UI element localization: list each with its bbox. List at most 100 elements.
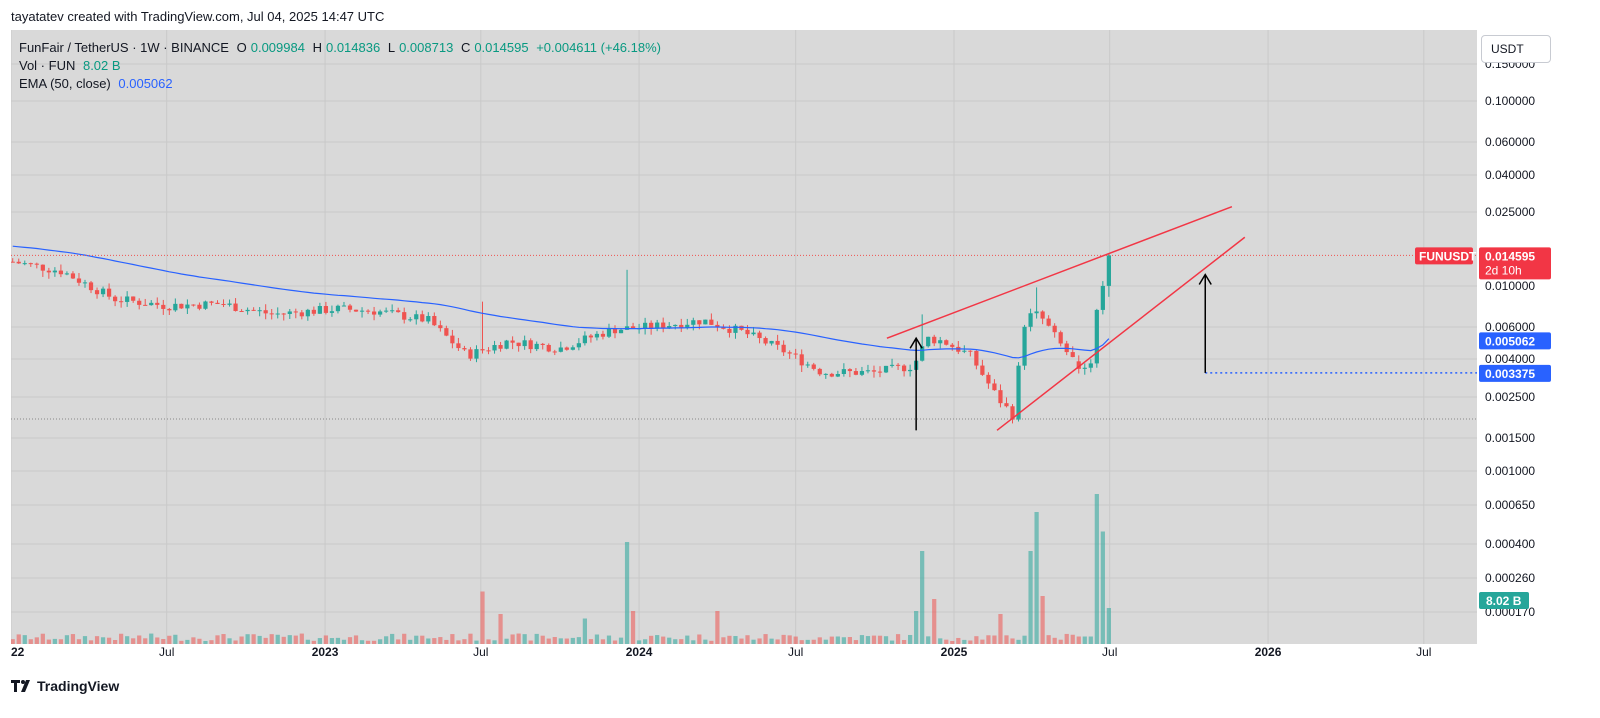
volume-bar: [817, 637, 822, 644]
candle-body: [763, 338, 768, 344]
candle-body: [11, 261, 15, 263]
volume-bar: [462, 639, 467, 644]
volume-bar: [835, 636, 840, 644]
candle-body: [293, 311, 298, 313]
candle-body: [895, 364, 901, 366]
volume-bar: [438, 637, 443, 644]
y-tick-label: 0.000650: [1485, 498, 1535, 512]
countdown-label: 2d 10h: [1485, 263, 1522, 277]
volume-bar: [793, 636, 798, 644]
chart-frame[interactable]: 0.150000 0.100000 0.060000 0.040000 0.025000…: [11, 30, 1589, 667]
volume-bar: [510, 634, 515, 644]
candle-body: [980, 365, 985, 375]
candle-body: [920, 346, 925, 361]
candle-body: [119, 301, 124, 303]
volume-bar: [823, 639, 828, 644]
candle-body: [612, 328, 618, 334]
currency-unit-button[interactable]: USDT: [1481, 35, 1551, 63]
candle-body: [805, 364, 810, 366]
legend-close: 0.014595: [474, 40, 529, 55]
volume-bar: [576, 637, 581, 644]
volume-bar: [94, 636, 100, 644]
volume-bar: [414, 635, 419, 644]
footer: TradingView: [0, 670, 1600, 718]
candle-body: [414, 314, 419, 320]
candle-body: [167, 308, 172, 311]
pattern-height-arrow-head: [909, 336, 923, 349]
volume-bar: [643, 639, 648, 644]
candle-body: [938, 340, 943, 344]
candle-body: [287, 311, 292, 314]
candle-body: [606, 328, 612, 337]
candle-body: [492, 345, 497, 351]
candle-body: [992, 383, 997, 391]
volume-bar: [1016, 639, 1021, 644]
volume-bar: [847, 637, 852, 644]
volume-bar: [179, 640, 184, 644]
volume-bar: [727, 635, 732, 644]
candle-body: [46, 270, 51, 273]
volume-bar: [655, 635, 660, 644]
volume-bar: [998, 614, 1003, 644]
candle-body: [667, 326, 672, 329]
candle-body: [305, 309, 310, 317]
volume-bar: [1106, 608, 1111, 644]
volume-bar: [1064, 633, 1069, 644]
volume-bar: [618, 637, 624, 644]
x-tick-label: 2022: [11, 645, 25, 659]
candle-body: [239, 311, 244, 313]
price-chart[interactable]: 0.1500000.1000000.0600000.0400000.025000…: [11, 30, 1589, 667]
volume-bar: [269, 634, 274, 644]
volume-bar: [70, 634, 76, 644]
candle-body: [359, 310, 365, 312]
candle-body: [257, 310, 262, 312]
candle-body: [40, 264, 45, 271]
volume-bar: [853, 640, 859, 644]
candle-body: [1010, 406, 1015, 420]
volume-bar: [763, 634, 768, 644]
candle-body: [649, 322, 654, 329]
volume-bar: [1070, 634, 1075, 644]
candle-body: [516, 342, 521, 347]
candle-body: [275, 313, 280, 315]
candle-body: [817, 368, 822, 375]
volume-bar: [1034, 512, 1039, 644]
volume-bar: [932, 599, 937, 644]
candle-body: [1052, 325, 1057, 333]
candle-body: [859, 371, 865, 375]
candle-body: [311, 309, 316, 314]
volume-bar: [28, 639, 33, 644]
volume-bar: [426, 638, 431, 644]
volume-bar: [552, 637, 557, 644]
candle-body: [299, 312, 304, 317]
volume-bar: [359, 640, 365, 644]
candle-body: [52, 270, 57, 273]
volume-bar: [1094, 494, 1099, 644]
candle-body: [847, 369, 852, 372]
author-credit: tayatatev created with TradingView.com, …: [11, 9, 385, 24]
tradingview-logo[interactable]: TradingView: [11, 678, 119, 694]
candle-body: [775, 340, 780, 345]
candle-body: [522, 340, 527, 347]
volume-bar: [1058, 639, 1063, 644]
volume-bar: [468, 633, 473, 644]
volume-bar: [1088, 636, 1093, 644]
y-tick-label: 0.100000: [1485, 94, 1535, 108]
volume-bar: [347, 637, 353, 644]
volume-bar: [305, 639, 310, 644]
candle-body: [564, 347, 569, 350]
volume-bar: [938, 638, 943, 644]
tradingview-brand: TradingView: [37, 678, 120, 694]
candle-body: [137, 300, 142, 305]
candle-body: [22, 263, 27, 265]
candle-body: [450, 335, 455, 344]
y-tick-label: 0.060000: [1485, 135, 1535, 149]
candle-body: [715, 324, 720, 328]
candle-body: [149, 302, 154, 306]
ema-badge-text: 0.005062: [1485, 334, 1535, 348]
y-tick-label: 0.001000: [1485, 464, 1535, 478]
volume-bar: [287, 635, 292, 644]
volume-bar: [926, 636, 931, 644]
volume-bar: [829, 636, 834, 644]
candle-body: [679, 324, 684, 328]
